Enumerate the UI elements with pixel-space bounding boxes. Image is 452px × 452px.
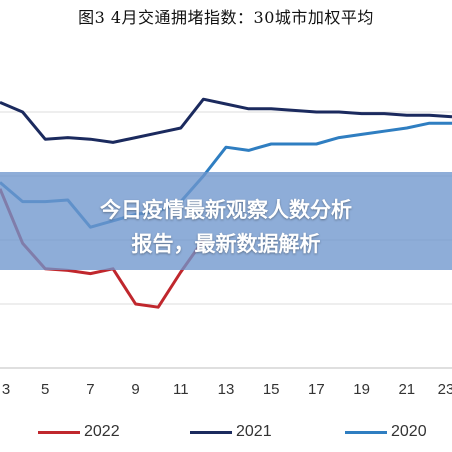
legend-swatch-2020: [345, 430, 387, 434]
banner-headline-line-2: 报告，最新数据解析: [131, 232, 321, 256]
legend-swatch-2022: [38, 430, 80, 434]
x-tick-label: 19: [353, 381, 370, 398]
chart-legend: 2022 2021 2020: [0, 420, 452, 444]
legend-swatch-2021: [190, 430, 232, 434]
x-tick-label: 5: [41, 381, 49, 398]
x-tick-label: 13: [218, 381, 235, 398]
x-tick-label: 21: [398, 381, 415, 398]
banner-headline-line-1: 今日疫情最新观察人数分析: [100, 198, 352, 222]
x-tick-label: 15: [263, 381, 280, 398]
x-tick-label: 7: [86, 381, 94, 398]
x-tick-label: 11: [173, 381, 189, 398]
series-line-2021: [0, 97, 452, 144]
chart-title: 图3 4月交通拥堵指数：30城市加权平均: [78, 8, 374, 27]
legend-item-2020: 2020: [345, 420, 427, 444]
legend-label-2021: 2021: [236, 423, 272, 440]
legend-label-2020: 2020: [391, 423, 427, 440]
x-axis-ticks: 3 5 7 9 11 13 15 17 19 21 23: [2, 381, 452, 398]
x-tick-label: 23: [438, 381, 452, 398]
x-tick-label: 3: [2, 381, 10, 398]
headline-banner: 今日疫情最新观察人数分析 报告，最新数据解析: [0, 172, 452, 270]
legend-item-2021: 2021: [190, 420, 272, 444]
legend-label-2022: 2022: [84, 423, 120, 440]
legend-item-2022: 2022: [38, 420, 120, 444]
x-tick-label: 17: [308, 381, 325, 398]
x-tick-label: 9: [131, 381, 139, 398]
